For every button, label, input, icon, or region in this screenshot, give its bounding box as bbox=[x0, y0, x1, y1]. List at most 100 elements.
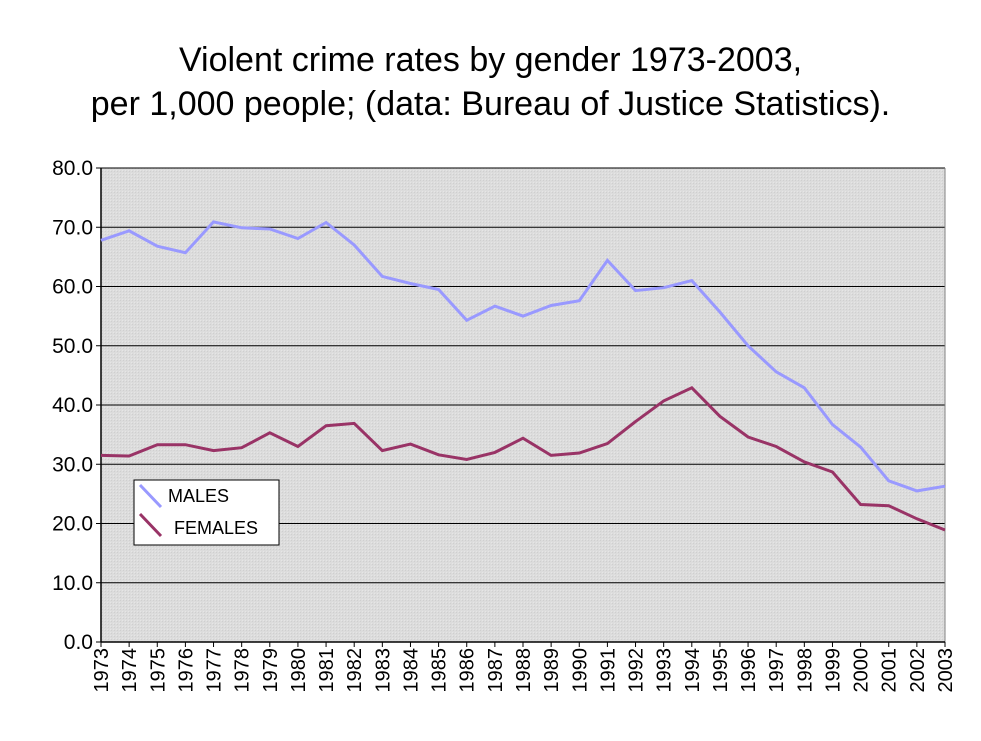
x-tick-label: 1978 bbox=[232, 648, 254, 693]
y-tick-label: 30.0 bbox=[52, 453, 93, 476]
x-tick-label: 1977 bbox=[204, 648, 226, 693]
x-tick-label: 1993 bbox=[654, 648, 676, 693]
data-point-females bbox=[465, 458, 468, 461]
x-tick-label: 2002 bbox=[907, 648, 929, 693]
data-point-females bbox=[831, 470, 834, 473]
x-tick-label: 1981 bbox=[316, 648, 338, 693]
x-tick-label: 1976 bbox=[175, 648, 197, 693]
x-tick-label: 1989 bbox=[541, 648, 563, 693]
x-tick-label: 2000 bbox=[851, 648, 873, 693]
y-tick-label: 10.0 bbox=[52, 572, 93, 595]
x-tick-label: 1979 bbox=[260, 648, 282, 693]
data-point-females bbox=[775, 445, 778, 448]
data-point-females bbox=[268, 431, 271, 434]
data-point-males bbox=[634, 289, 637, 292]
data-point-females bbox=[100, 454, 103, 457]
data-point-females bbox=[156, 443, 159, 446]
x-tick-label: 1997 bbox=[766, 648, 788, 693]
x-tick-label: 2003 bbox=[935, 648, 957, 693]
data-point-males bbox=[831, 423, 834, 426]
x-tick-label: 1999 bbox=[822, 648, 844, 693]
data-point-males bbox=[325, 221, 328, 224]
data-point-males bbox=[944, 485, 947, 488]
data-point-females bbox=[662, 399, 665, 402]
chart-title: Violent crime rates by gender 1973-2003,… bbox=[0, 38, 981, 126]
y-tick-label: 80.0 bbox=[52, 157, 93, 180]
data-point-males bbox=[156, 245, 159, 248]
y-tick-label: 0.0 bbox=[64, 631, 93, 654]
data-point-males bbox=[578, 299, 581, 302]
data-point-males bbox=[409, 282, 412, 285]
data-point-males bbox=[859, 446, 862, 449]
legend-label-males: MALES bbox=[168, 486, 229, 506]
data-point-males bbox=[915, 489, 918, 492]
data-point-males bbox=[353, 244, 356, 247]
data-point-males bbox=[662, 286, 665, 289]
x-tick-label: 1986 bbox=[457, 648, 479, 693]
data-point-females bbox=[128, 454, 131, 457]
data-point-females bbox=[212, 449, 215, 452]
data-point-males bbox=[268, 228, 271, 231]
y-tick-label: 50.0 bbox=[52, 335, 93, 358]
data-point-females bbox=[550, 454, 553, 457]
data-point-males bbox=[240, 226, 243, 229]
data-point-males bbox=[184, 251, 187, 254]
data-point-males bbox=[437, 288, 440, 291]
data-point-males bbox=[690, 279, 693, 282]
data-point-females bbox=[747, 435, 750, 438]
data-point-males bbox=[465, 319, 468, 322]
legend-swatch-males bbox=[138, 483, 163, 509]
x-tick-label: 1992 bbox=[626, 648, 648, 693]
data-point-males bbox=[775, 370, 778, 373]
legend-label-females: FEMALES bbox=[174, 518, 258, 538]
series-line-females bbox=[100, 385, 946, 532]
x-tick-label: 1988 bbox=[513, 648, 535, 693]
legend: MALES FEMALES bbox=[133, 479, 280, 546]
y-tick-label: 40.0 bbox=[52, 394, 93, 417]
data-point-males bbox=[493, 305, 496, 308]
y-tick-label: 70.0 bbox=[52, 216, 93, 239]
x-tick-label: 1990 bbox=[569, 648, 591, 693]
data-point-females bbox=[353, 422, 356, 425]
data-point-males bbox=[747, 344, 750, 347]
data-point-females bbox=[184, 443, 187, 446]
x-tick-label: 1983 bbox=[372, 648, 394, 693]
chart-title-line-1: Violent crime rates by gender 1973-2003, bbox=[178, 41, 803, 79]
data-point-males bbox=[803, 386, 806, 389]
data-point-males bbox=[718, 310, 721, 313]
x-tick-label: 1980 bbox=[288, 648, 310, 693]
y-tick-label: 60.0 bbox=[52, 276, 93, 299]
data-point-females bbox=[437, 453, 440, 456]
data-point-males bbox=[381, 275, 384, 278]
x-tick-label: 1982 bbox=[344, 648, 366, 693]
data-point-females bbox=[859, 503, 862, 506]
data-point-males bbox=[550, 304, 553, 307]
x-tick-label: 1975 bbox=[147, 648, 169, 693]
data-point-females bbox=[493, 451, 496, 454]
data-point-females bbox=[718, 415, 721, 418]
data-point-females bbox=[606, 442, 609, 445]
data-point-males bbox=[296, 237, 299, 240]
x-tick-label: 1995 bbox=[710, 648, 732, 693]
data-point-males bbox=[887, 479, 890, 482]
x-tick-label: 1994 bbox=[682, 648, 704, 693]
data-point-females bbox=[803, 460, 806, 463]
chart-title-line-2: per 1,000 people; (data: Bureau of Justi… bbox=[90, 85, 891, 123]
data-point-females bbox=[578, 451, 581, 454]
data-point-females bbox=[522, 437, 525, 440]
data-point-females bbox=[887, 504, 890, 507]
data-point-males bbox=[212, 220, 215, 223]
data-point-females bbox=[325, 424, 328, 427]
x-tick-label: 1991 bbox=[597, 648, 619, 693]
x-tick-label: 1985 bbox=[429, 648, 451, 693]
y-tick-label: 20.0 bbox=[52, 513, 93, 536]
data-point-females bbox=[240, 446, 243, 449]
x-tick-label: 1974 bbox=[119, 648, 141, 693]
x-tick-label: 1973 bbox=[91, 648, 113, 693]
data-point-females bbox=[381, 449, 384, 452]
data-point-females bbox=[690, 386, 693, 389]
data-point-males bbox=[128, 229, 131, 232]
data-point-males bbox=[522, 315, 525, 318]
x-tick-label: 1996 bbox=[738, 648, 760, 693]
